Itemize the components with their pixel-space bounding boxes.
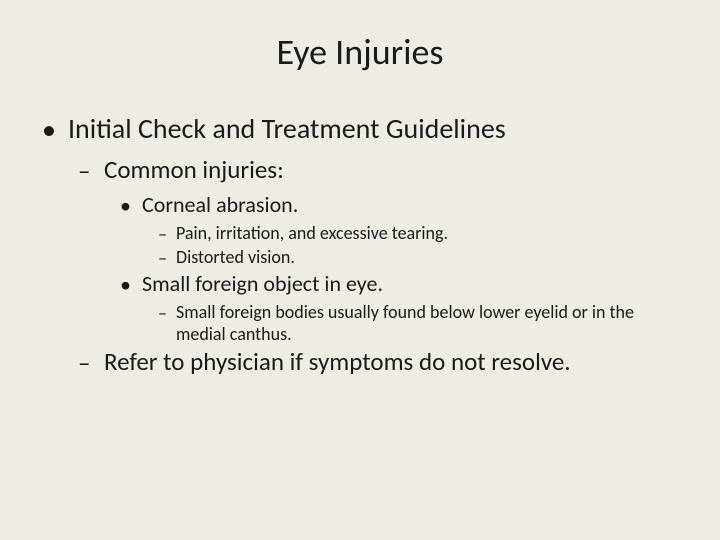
bullet-text: Corneal abrasion. [142,192,680,218]
bullet-marker-l4: – [158,247,176,269]
bullet-level4: – Pain, irritation, and excessive tearin… [158,223,680,245]
bullet-text: Small foreign bodies usually found below… [176,302,660,345]
bullet-marker-l3: • [120,192,142,219]
bullet-level2: – Common injuries: [78,155,680,186]
bullet-marker-l3: • [120,271,142,298]
bullet-text: Distorted vision. [176,247,660,269]
bullet-text: Refer to physician if symptoms do not re… [104,347,680,377]
bullet-marker-l2: – [78,347,104,378]
bullet-text: Pain, irritation, and excessive tearing. [176,223,660,245]
bullet-marker-l4: – [158,302,176,324]
bullet-marker-l2: – [78,155,104,186]
bullet-text: Small foreign object in eye. [142,271,680,297]
bullet-level4: – Small foreign bodies usually found bel… [158,302,680,345]
bullet-level4: – Distorted vision. [158,247,680,269]
slide: Eye Injuries • Initial Check and Treatme… [0,0,720,540]
bullet-marker-l4: – [158,223,176,245]
bullet-level1: • Initial Check and Treatment Guidelines [40,112,680,147]
bullet-level3: • Corneal abrasion. [120,192,680,219]
bullet-text: Common injuries: [104,155,680,185]
bullet-level3: • Small foreign object in eye. [120,271,680,298]
bullet-text: Initial Check and Treatment Guidelines [68,112,680,146]
bullet-marker-l1: • [40,112,68,147]
slide-title: Eye Injuries [40,30,680,74]
bullet-level2: – Refer to physician if symptoms do not … [78,347,680,378]
